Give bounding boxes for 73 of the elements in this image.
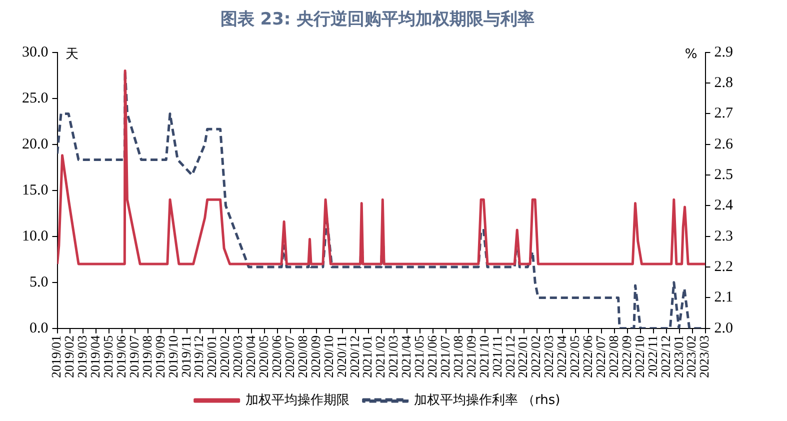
x-tick-label: 2022/04 bbox=[554, 334, 570, 378]
x-tick-label: 2019/09 bbox=[152, 335, 168, 378]
x-tick-label: 2020/06 bbox=[268, 334, 284, 378]
x-tick-label: 2019/10 bbox=[165, 335, 180, 378]
x-tick-label: 2022/11 bbox=[644, 335, 660, 378]
x-tick-label: 2020/11 bbox=[334, 335, 349, 378]
x-tick-label: 2020/10 bbox=[320, 335, 336, 378]
x-tick-label: 2019/03 bbox=[74, 335, 90, 378]
x-tick-label: 2021/03 bbox=[386, 335, 401, 378]
x-tick-label: 2023/01 bbox=[670, 335, 686, 378]
y-tick-label: 0.0 bbox=[30, 320, 48, 336]
y-tick-label: 5.0 bbox=[30, 274, 48, 290]
x-tick-label: 2022/02 bbox=[528, 335, 544, 378]
legend-label: 加权平均操作期限 bbox=[245, 392, 350, 408]
x-tick-label: 2019/04 bbox=[88, 334, 103, 378]
x-tick-label: 2021/08 bbox=[450, 335, 466, 378]
x-tick-label: 2021/01 bbox=[360, 335, 375, 378]
x-tick-label: 2020/12 bbox=[346, 335, 362, 378]
x-tick-label: 2021/10 bbox=[476, 335, 492, 378]
x-tick-label: 2021/05 bbox=[412, 335, 427, 378]
x-tick-label: 2022/10 bbox=[632, 335, 647, 378]
x-tick-label: 2019/08 bbox=[139, 335, 154, 378]
y-axis-title: 天 bbox=[65, 46, 78, 62]
y-tick-label: 30.0 bbox=[22, 44, 48, 60]
y-tick-label: 15.0 bbox=[22, 182, 48, 198]
y2-tick-label: 2.9 bbox=[714, 44, 733, 60]
x-tick-label: 2019/11 bbox=[178, 335, 194, 378]
y2-tick-label: 2.8 bbox=[714, 75, 733, 92]
y2-tick-label: 2.3 bbox=[714, 228, 733, 244]
x-tick-label: 2022/09 bbox=[618, 335, 634, 378]
x-tick-label: 2021/04 bbox=[398, 334, 414, 378]
x-tick-label: 2020/02 bbox=[217, 335, 232, 378]
x-tick-label: 2021/11 bbox=[489, 335, 504, 378]
x-tick-label: 2019/12 bbox=[191, 335, 206, 378]
x-tick-label: 2022/07 bbox=[592, 334, 608, 378]
x-tick-label: 2023/03 bbox=[696, 335, 712, 378]
y2-tick-label: 2.1 bbox=[714, 290, 733, 306]
x-tick-label: 2019/01 bbox=[48, 335, 64, 378]
y2-tick-label: 2.5 bbox=[714, 167, 733, 183]
y2-tick-label: 2.2 bbox=[714, 258, 733, 275]
x-tick-label: 2021/07 bbox=[437, 334, 452, 378]
x-tick-label: 2021/12 bbox=[502, 335, 518, 378]
x-tick-label: 2022/06 bbox=[580, 334, 596, 378]
x-tick-label: 2019/06 bbox=[113, 334, 128, 378]
x-tick-label: 2021/06 bbox=[424, 334, 440, 378]
x-tick-label: 2022/03 bbox=[541, 335, 556, 378]
y-tick-label: 25.0 bbox=[22, 90, 48, 106]
x-tick-label: 2020/05 bbox=[256, 335, 272, 378]
x-tick-label: 2020/03 bbox=[230, 335, 246, 378]
chart-title: 图表 23: 央行逆回购平均加权期限与利率 bbox=[220, 10, 535, 30]
y2-axis-title: % bbox=[684, 46, 698, 62]
x-tick-label: 2022/08 bbox=[606, 335, 621, 378]
x-tick-label: 2020/01 bbox=[204, 335, 220, 378]
y-tick-label: 20.0 bbox=[22, 136, 48, 152]
x-tick-label: 2021/02 bbox=[372, 335, 388, 378]
legend-label: 加权平均操作利率 （rhs) bbox=[414, 392, 560, 408]
y-tick-label: 10.0 bbox=[22, 228, 48, 244]
x-tick-label: 2022/01 bbox=[515, 335, 530, 378]
x-tick-label: 2020/09 bbox=[308, 335, 323, 378]
x-tick-label: 2020/08 bbox=[294, 335, 310, 378]
y2-tick-label: 2.7 bbox=[714, 106, 734, 122]
y2-tick-label: 2.0 bbox=[714, 320, 733, 336]
x-tick-label: 2019/05 bbox=[100, 335, 116, 378]
x-tick-label: 2020/04 bbox=[243, 334, 258, 378]
x-tick-label: 2020/07 bbox=[282, 334, 297, 378]
x-tick-label: 2022/05 bbox=[567, 335, 582, 378]
x-tick-label: 2019/07 bbox=[126, 334, 142, 378]
x-tick-label: 2023/02 bbox=[684, 335, 699, 378]
x-tick-label: 2019/02 bbox=[62, 335, 77, 378]
x-tick-label: 2022/12 bbox=[658, 335, 673, 378]
y2-tick-label: 2.4 bbox=[714, 198, 734, 214]
y2-tick-label: 2.6 bbox=[714, 136, 734, 152]
x-tick-label: 2021/09 bbox=[463, 335, 478, 378]
